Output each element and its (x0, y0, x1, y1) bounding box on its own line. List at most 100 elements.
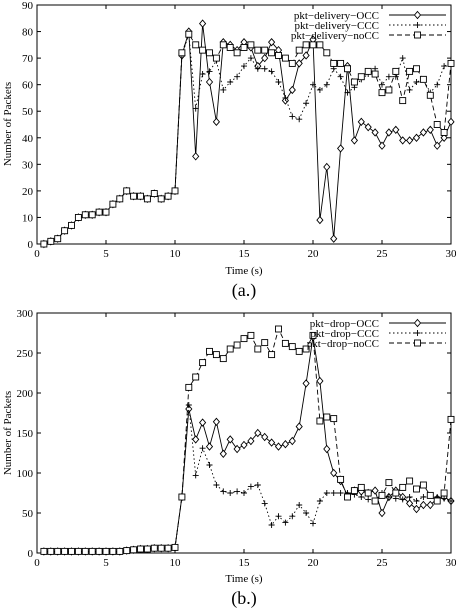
data-point-a-2-44 (344, 65, 351, 73)
data-point-b-0-36 (288, 436, 296, 446)
data-point-b-0-32 (261, 432, 269, 442)
data-point-b-2-47 (364, 489, 372, 497)
data-point-b-1-23 (199, 445, 206, 452)
data-point-b-1-38 (303, 510, 310, 516)
chart-panel-a: 0 5 10 15 20 25 30 0 10 20 30 40 50 60 70 80 90 pkt−deliv… (2, 0, 456, 301)
data-point-b-2-17 (157, 544, 165, 552)
data-point-a-1-28 (234, 73, 241, 80)
data-point-a-2-22 (192, 41, 200, 49)
y-tick-label-a-3: 30 (22, 159, 34, 171)
data-point-a-1-30 (247, 55, 254, 62)
data-point-a-2-54 (413, 65, 420, 73)
data-point-a-2-10 (109, 200, 117, 208)
legend-label-b-0: pkt−drop−OCC (310, 318, 379, 330)
data-point-a-2-58 (440, 129, 448, 136)
data-point-b-1-46 (358, 494, 365, 500)
data-point-a-0-56 (426, 125, 434, 135)
data-point-a-2-36 (288, 59, 296, 67)
data-point-b-2-44 (344, 493, 351, 501)
data-point-b-1-43 (337, 490, 344, 496)
data-point-b-1-21 (185, 402, 192, 408)
data-point-b-2-10 (109, 547, 117, 555)
data-point-b-2-59 (447, 415, 455, 423)
data-point-a-0-43 (337, 144, 345, 153)
data-point-a-2-15 (143, 195, 151, 203)
data-point-b-1-32 (261, 500, 268, 507)
data-point-a-1-43 (337, 73, 344, 80)
data-point-a-0-25 (212, 117, 220, 127)
data-point-a-2-30 (247, 41, 255, 49)
data-point-b-2-52 (399, 483, 407, 491)
legend-marker-a-1 (414, 22, 421, 28)
legend-marker-a-2 (414, 31, 421, 39)
data-point-a-2-39 (309, 41, 317, 49)
data-point-b-2-3 (61, 547, 69, 555)
data-point-a-2-3 (61, 227, 69, 235)
data-point-a-2-1 (47, 237, 55, 245)
x-tick-label-b-4: 20 (308, 557, 320, 569)
data-point-b-2-18 (164, 544, 172, 552)
data-point-b-1-29 (241, 490, 247, 496)
series-b-2 (40, 325, 455, 555)
data-point-b-2-38 (302, 345, 310, 353)
data-point-b-2-54 (413, 485, 420, 493)
data-point-a-2-47 (364, 67, 372, 75)
data-point-b-1-40 (316, 498, 323, 504)
data-point-a-2-55 (419, 75, 427, 83)
x-tick-label-a-6: 30 (446, 248, 456, 260)
data-point-b-2-46 (357, 483, 365, 491)
data-point-b-0-55 (419, 500, 427, 510)
y-tick-label-a-8: 80 (22, 27, 34, 39)
legend-a: pkt−delivery−OCCpkt−delivery−CCCpkt−deli… (291, 10, 446, 42)
data-point-b-2-7 (88, 547, 96, 555)
data-point-a-0-41 (323, 162, 331, 172)
data-point-b-1-24 (206, 462, 213, 468)
data-point-a-2-34 (275, 52, 282, 59)
data-point-a-1-38 (303, 100, 310, 107)
data-point-b-2-58 (440, 489, 448, 497)
data-point-a-2-31 (254, 46, 262, 54)
data-point-b-1-37 (296, 502, 303, 508)
data-point-a-2-52 (399, 97, 407, 105)
data-point-a-2-37 (295, 46, 303, 54)
data-point-a-0-50 (385, 128, 393, 137)
data-point-b-0-31 (254, 428, 262, 438)
data-point-b-2-36 (288, 343, 296, 351)
data-point-b-1-27 (227, 490, 234, 496)
data-point-a-0-47 (364, 122, 372, 132)
data-point-b-1-50 (385, 494, 392, 500)
data-point-a-1-40 (316, 86, 323, 93)
data-point-a-1-53 (406, 86, 413, 93)
x-tick-label-a-4: 20 (308, 248, 320, 260)
data-point-b-2-56 (426, 491, 434, 499)
data-point-a-2-49 (378, 89, 386, 97)
legend-label-b-2: pkt−drop−noCC (307, 338, 379, 350)
data-point-b-2-53 (406, 477, 414, 485)
data-point-b-2-55 (419, 481, 427, 489)
x-tick-label-b-5: 25 (377, 557, 389, 569)
data-point-a-2-41 (323, 49, 331, 57)
data-point-b-0-41 (323, 444, 331, 454)
data-point-a-0-48 (371, 128, 379, 137)
data-point-b-0-28 (233, 444, 241, 454)
data-point-a-2-46 (357, 73, 365, 81)
data-point-b-1-34 (275, 513, 282, 520)
y-tick-label-b-4: 200 (17, 388, 34, 400)
data-point-a-1-26 (220, 86, 227, 93)
data-point-b-2-9 (102, 547, 110, 555)
caption-a: (a.) (232, 280, 256, 301)
data-point-b-1-33 (268, 522, 275, 528)
data-point-b-0-33 (268, 438, 276, 447)
data-point-b-1-26 (220, 488, 227, 495)
data-point-a-2-25 (212, 54, 220, 62)
data-point-b-2-41 (323, 413, 331, 421)
data-point-b-0-34 (274, 442, 283, 451)
data-point-a-0-22 (192, 152, 200, 161)
series-line-b-2 (43, 327, 452, 552)
data-point-b-2-34 (275, 325, 282, 333)
data-point-b-0-48 (371, 486, 379, 495)
data-point-a-2-43 (337, 59, 345, 67)
data-point-a-0-58 (440, 133, 448, 142)
data-point-a-2-14 (137, 192, 144, 200)
